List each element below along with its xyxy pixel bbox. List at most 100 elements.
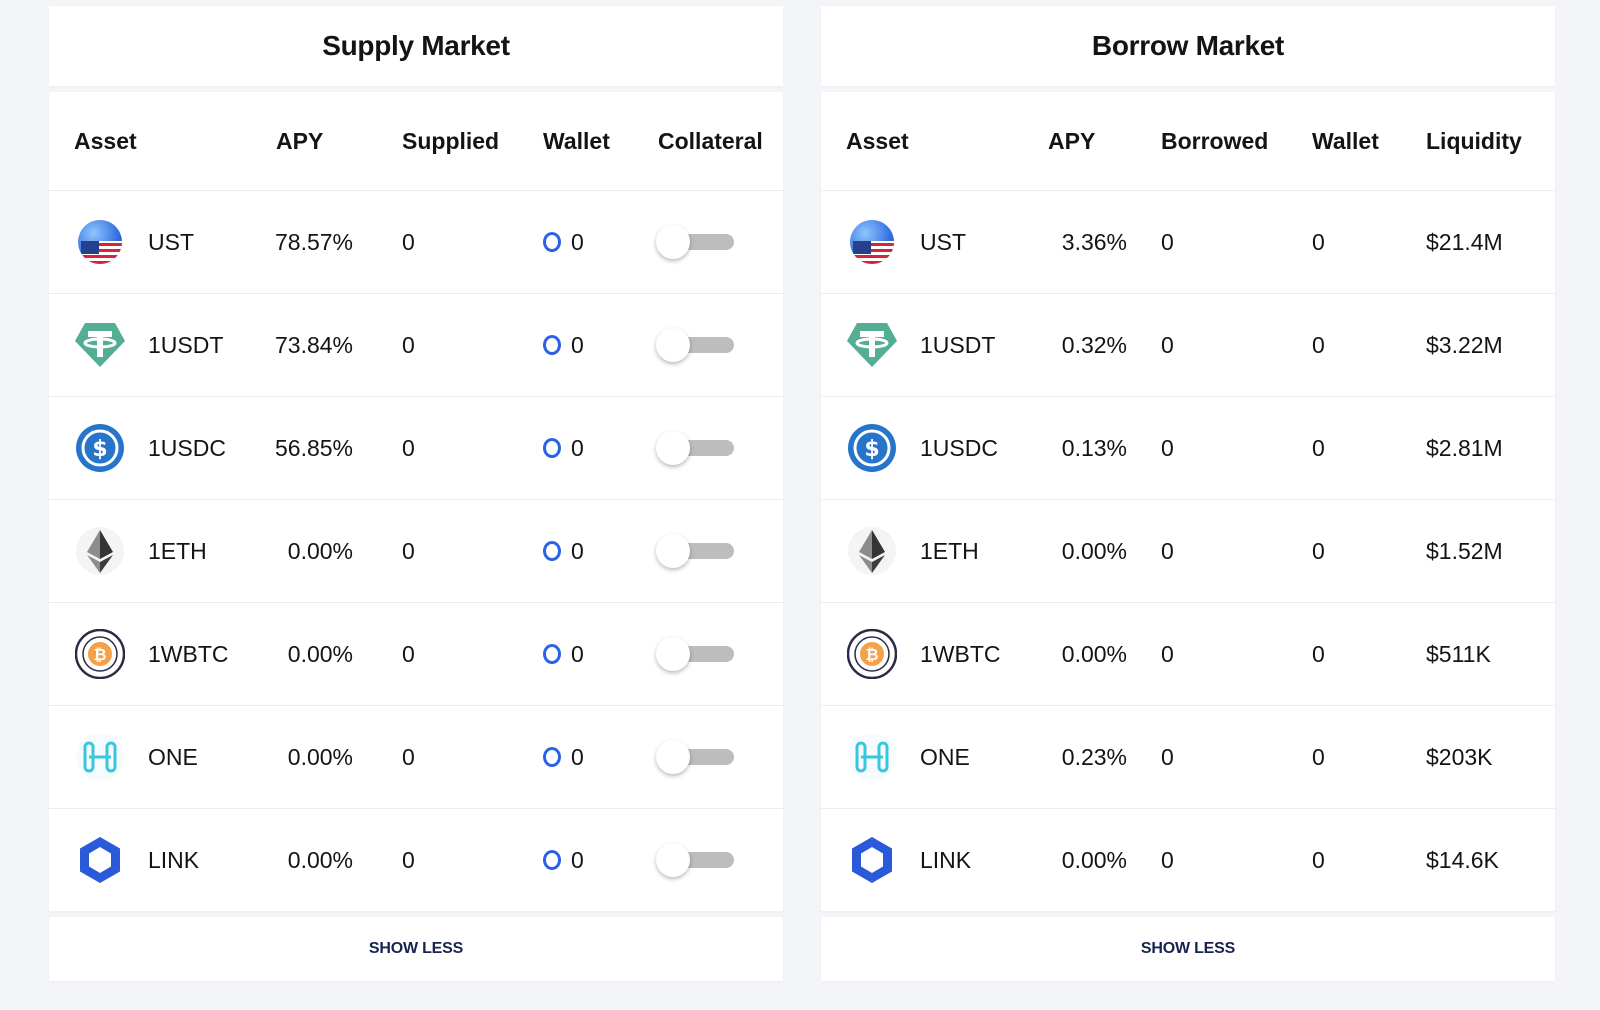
wallet-value: 0 <box>1312 743 1325 770</box>
wallet-ring-icon <box>543 438 561 458</box>
borrow-show-less-button[interactable]: SHOW LESS <box>821 917 1555 981</box>
table-row[interactable]: 1ETH 0.00% 0 0 $1.52M <box>821 500 1555 603</box>
toggle-track <box>678 646 734 662</box>
supplied-value: 0 <box>402 640 415 667</box>
asset-name: ONE <box>920 743 970 770</box>
table-row[interactable]: 1ETH 0.00% 0 0 <box>49 500 783 603</box>
borrowed-value: 0 <box>1161 434 1174 461</box>
collateral-toggle[interactable] <box>656 225 736 259</box>
wallet-cell: 0 <box>543 847 584 874</box>
asset-name: LINK <box>920 846 972 873</box>
eth-icon <box>74 525 126 577</box>
apy-value: 78.57% <box>274 228 353 255</box>
table-row[interactable]: ONE 0.00% 0 0 <box>49 706 783 809</box>
one-icon <box>846 731 898 783</box>
toggle-knob <box>656 431 690 465</box>
table-row[interactable]: ONE 0.23% 0 0 $203K <box>821 706 1555 809</box>
toggle-track <box>678 852 734 868</box>
header-asset: Asset <box>74 127 137 154</box>
wallet-value: 0 <box>571 640 584 667</box>
asset-cell: UST <box>74 216 194 268</box>
asset-name: UST <box>920 228 966 255</box>
asset-cell: LINK <box>846 834 971 886</box>
usdt-icon <box>74 319 126 371</box>
toggle-track <box>678 749 734 765</box>
wallet-ring-icon <box>543 644 561 664</box>
supplied-value: 0 <box>402 743 415 770</box>
wallet-value: 0 <box>1312 331 1325 358</box>
table-row[interactable]: UST 78.57% 0 0 <box>49 191 783 294</box>
borrow-market-title: Borrow Market <box>821 6 1555 86</box>
apy-value: 3.36% <box>1061 228 1127 255</box>
collateral-toggle[interactable] <box>656 843 736 877</box>
asset-cell: 1ETH <box>846 525 979 577</box>
table-row[interactable]: UST 3.36% 0 0 $21.4M <box>821 191 1555 294</box>
link-icon <box>846 834 898 886</box>
table-row[interactable]: ₿ 1WBTC 0.00% 0 0 $511K <box>821 603 1555 706</box>
apy-value: 0.00% <box>287 743 353 770</box>
wallet-ring-icon <box>543 850 561 870</box>
apy-value: 0.00% <box>1061 846 1127 873</box>
asset-cell: 1USDT <box>846 319 995 371</box>
toggle-knob <box>656 843 690 877</box>
borrowed-value: 0 <box>1161 228 1174 255</box>
one-icon <box>74 731 126 783</box>
svg-text:₿: ₿ <box>93 645 106 664</box>
table-row[interactable]: $1USDC 0.13% 0 0 $2.81M <box>821 397 1555 500</box>
apy-value: 56.85% <box>274 434 353 461</box>
supply-show-less-button[interactable]: SHOW LESS <box>49 917 783 981</box>
collateral-toggle[interactable] <box>656 637 736 671</box>
wallet-cell: 0 <box>543 332 584 359</box>
toggle-knob <box>656 328 690 362</box>
asset-name: 1USDT <box>920 331 996 358</box>
svg-text:$: $ <box>864 437 879 462</box>
supplied-value: 0 <box>402 846 415 873</box>
table-row[interactable]: LINK 0.00% 0 0 <box>49 809 783 911</box>
apy-value: 0.00% <box>1061 537 1127 564</box>
collateral-toggle[interactable] <box>656 431 736 465</box>
asset-cell: $1USDC <box>846 422 998 474</box>
table-row[interactable]: 1USDT 0.32% 0 0 $3.22M <box>821 294 1555 397</box>
borrowed-value: 0 <box>1161 743 1174 770</box>
toggle-knob <box>656 740 690 774</box>
asset-cell: ONE <box>74 731 198 783</box>
toggle-knob <box>656 225 690 259</box>
apy-value: 0.00% <box>287 640 353 667</box>
asset-name: 1USDT <box>148 331 224 358</box>
asset-cell: ₿ 1WBTC <box>846 628 1001 680</box>
table-row[interactable]: ₿ 1WBTC 0.00% 0 0 <box>49 603 783 706</box>
collateral-toggle[interactable] <box>656 328 736 362</box>
supplied-value: 0 <box>402 537 415 564</box>
svg-text:$: $ <box>92 437 107 462</box>
asset-name: 1ETH <box>148 537 207 564</box>
table-row[interactable]: $1USDC 56.85% 0 0 <box>49 397 783 500</box>
usdc-icon: $ <box>74 422 126 474</box>
wallet-value: 0 <box>1312 640 1325 667</box>
header-collateral: Collateral <box>658 127 763 154</box>
usdc-icon: $ <box>846 422 898 474</box>
apy-value: 0.00% <box>287 537 353 564</box>
liquidity-value: $203K <box>1426 743 1493 770</box>
wallet-value: 0 <box>571 228 584 255</box>
supplied-value: 0 <box>402 228 415 255</box>
header-asset: Asset <box>846 127 909 154</box>
wallet-cell: 0 <box>543 229 584 256</box>
table-row[interactable]: 1USDT 73.84% 0 0 <box>49 294 783 397</box>
asset-cell: $1USDC <box>74 422 226 474</box>
collateral-toggle[interactable] <box>656 534 736 568</box>
apy-value: 0.00% <box>287 846 353 873</box>
table-row[interactable]: LINK 0.00% 0 0 $14.6K <box>821 809 1555 911</box>
ust-icon <box>846 216 898 268</box>
wallet-value: 0 <box>571 846 584 873</box>
collateral-toggle[interactable] <box>656 740 736 774</box>
wallet-ring-icon <box>543 335 561 355</box>
header-supplied: Supplied <box>402 127 500 154</box>
supplied-value: 0 <box>402 434 415 461</box>
liquidity-value: $21.4M <box>1426 228 1503 255</box>
liquidity-value: $3.22M <box>1426 331 1503 358</box>
header-borrowed: Borrowed <box>1161 127 1269 154</box>
liquidity-value: $511K <box>1426 640 1491 667</box>
wallet-ring-icon <box>543 232 561 252</box>
supply-market-panel: Supply Market Asset APY Supplied Wallet … <box>49 6 783 982</box>
wallet-value: 0 <box>571 331 584 358</box>
